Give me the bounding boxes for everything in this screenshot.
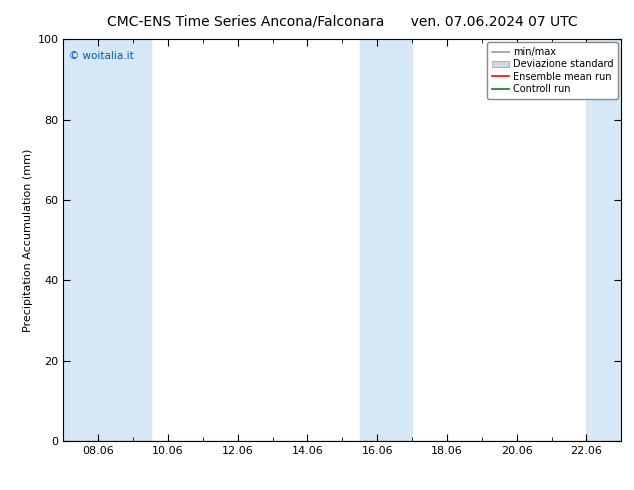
Text: CMC-ENS Time Series Ancona/Falconara      ven. 07.06.2024 07 UTC: CMC-ENS Time Series Ancona/Falconara ven… xyxy=(107,15,578,29)
Y-axis label: Precipitation Accumulation (mm): Precipitation Accumulation (mm) xyxy=(23,148,34,332)
Bar xyxy=(63,39,150,441)
Legend: min/max, Deviazione standard, Ensemble mean run, Controll run: min/max, Deviazione standard, Ensemble m… xyxy=(487,42,618,99)
Bar xyxy=(586,39,621,441)
Bar xyxy=(359,39,412,441)
Text: © woitalia.it: © woitalia.it xyxy=(69,51,134,61)
